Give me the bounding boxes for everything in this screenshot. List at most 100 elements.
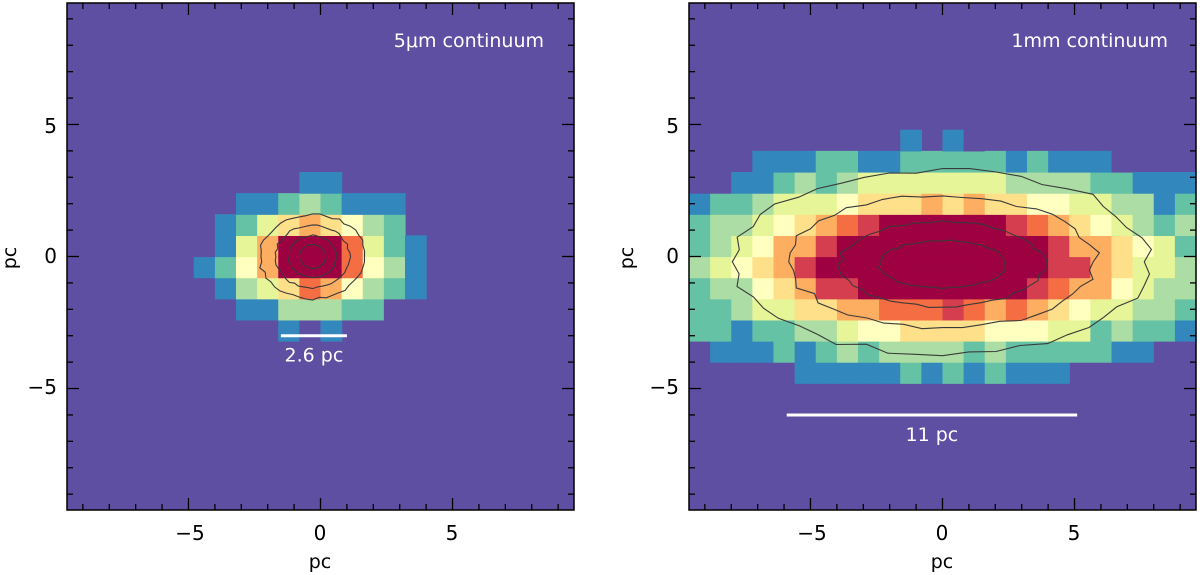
heatmap-cell — [1048, 256, 1070, 279]
heatmap-cell — [1111, 341, 1134, 363]
heatmap-cell — [1069, 193, 1091, 215]
heatmap-cell — [278, 193, 300, 215]
heatmap-cell — [214, 277, 237, 300]
heatmap-cell — [278, 214, 300, 236]
heatmap-cell — [1174, 193, 1197, 215]
heatmap-cell — [1005, 214, 1028, 236]
heatmap-cell — [1111, 235, 1134, 258]
heatmap-cell — [731, 341, 753, 363]
heatmap-cell — [900, 298, 922, 321]
heatmap-cell — [1153, 235, 1176, 258]
heatmap-cell — [773, 341, 796, 363]
heatmap-cell — [236, 193, 258, 215]
heatmap-cell — [1090, 341, 1113, 363]
heatmap-cell — [1027, 362, 1049, 384]
heatmap-cell — [836, 319, 859, 342]
heatmap-cell — [858, 235, 880, 258]
heatmap-cell — [214, 235, 237, 258]
heatmap-cell — [710, 172, 732, 194]
heatmap-cell — [1132, 319, 1155, 342]
heatmap-cell — [942, 235, 965, 258]
heatmap-cell — [921, 214, 944, 236]
heatmap-cell — [963, 277, 986, 300]
heatmap-cell — [689, 256, 711, 279]
contours — [731, 167, 1153, 357]
panel-title: 1mm continuum — [1011, 30, 1168, 52]
heatmap-cell — [1048, 193, 1070, 215]
heatmap-cell — [1174, 319, 1197, 342]
heatmap-cell — [320, 256, 343, 279]
heatmap-cell — [752, 256, 775, 279]
heatmap-cell — [320, 298, 343, 321]
x-tick-label: −5 — [175, 521, 204, 545]
heatmap-cell — [942, 298, 965, 321]
heatmap-cell — [1174, 235, 1197, 258]
heatmap-cell — [836, 362, 859, 384]
heatmap-cell — [1027, 214, 1049, 236]
heatmap-cell — [963, 129, 986, 152]
heatmap-cell — [815, 235, 838, 258]
heatmap-cell — [1048, 150, 1070, 173]
heatmap-cell — [942, 256, 965, 279]
heatmap-cell — [1005, 172, 1028, 194]
heatmap-cell — [879, 214, 901, 236]
heatmap-cell — [1132, 235, 1155, 258]
heatmap-cell — [1153, 319, 1176, 342]
heatmap-cell — [1153, 256, 1176, 279]
heatmap-cell — [815, 319, 838, 342]
contour-line — [877, 239, 1007, 290]
heatmap-cell — [731, 193, 753, 215]
heatmap-cell — [858, 341, 880, 363]
heatmap-cell — [299, 256, 322, 279]
heatmap-cell — [383, 277, 406, 300]
heatmap-cell — [383, 235, 406, 258]
heatmap-cell — [942, 129, 965, 152]
heatmap-cell — [963, 362, 986, 384]
heatmap-cell — [921, 362, 944, 384]
heatmap-cell — [1069, 235, 1091, 258]
heatmap-cell — [773, 193, 796, 215]
heatmap-cell — [900, 235, 922, 258]
heatmap-cell — [1090, 319, 1113, 342]
heatmap-cell — [1174, 256, 1197, 279]
heatmap-cell — [320, 193, 343, 215]
heatmap-cell — [1153, 193, 1176, 215]
heatmap-cell — [836, 150, 859, 173]
heatmap-cell — [1005, 319, 1028, 342]
heatmap-cell — [752, 150, 775, 173]
heatmap-cell — [879, 298, 901, 321]
heatmap-cell — [1069, 214, 1091, 236]
heatmap-cell — [278, 235, 300, 258]
heatmap-cell — [278, 256, 300, 279]
y-tick-label: 5 — [44, 114, 57, 138]
heatmap-cell — [879, 235, 901, 258]
heatmap-cell — [984, 362, 1007, 384]
heatmap-cell — [752, 298, 775, 321]
heatmap-cell — [984, 319, 1007, 342]
heatmap-cell — [1111, 298, 1134, 321]
x-tick-label: 0 — [936, 521, 949, 545]
heatmap-cell — [1174, 277, 1197, 300]
heatmap-cell — [858, 150, 880, 173]
heatmap-cell — [710, 341, 732, 363]
heatmap-cell — [1153, 277, 1176, 300]
panel-1mm: 11 pc 1mm continuum −5 0 5 −5 0 5 pc pc — [616, 2, 1197, 573]
heatmap-cell — [257, 298, 279, 321]
heatmap-cell — [879, 150, 901, 173]
heatmap-cell — [710, 319, 732, 342]
heatmap-cell — [1048, 277, 1070, 300]
heatmap-cell — [752, 193, 775, 215]
heatmap-cell — [362, 298, 385, 321]
heatmap-cell — [752, 214, 775, 236]
heatmap-cell — [773, 298, 796, 321]
heatmap-cell — [341, 214, 364, 236]
heatmap-cell — [815, 150, 838, 173]
x-tick-label: 5 — [1068, 521, 1081, 545]
heatmap-cell — [278, 319, 300, 342]
heatmap-cell — [984, 193, 1007, 215]
heatmap-cell — [815, 256, 838, 279]
heatmap-cell — [921, 319, 944, 342]
heatmap-cell — [236, 277, 258, 300]
contour-line — [259, 213, 366, 301]
heatmap-cell — [921, 298, 944, 321]
